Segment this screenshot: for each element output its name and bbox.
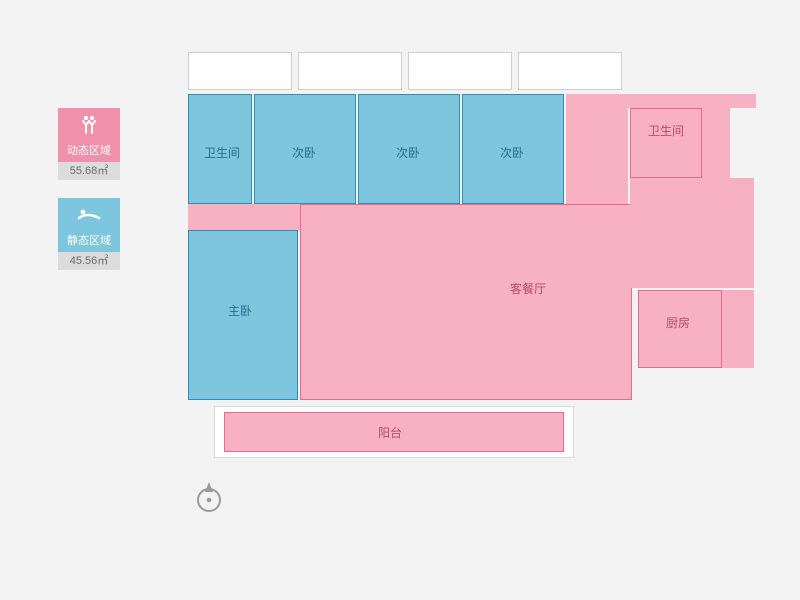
- seg-hall-below-bedc: [566, 94, 628, 204]
- legend-dynamic-value: 55.68㎡: [58, 162, 120, 180]
- seg-win3: [408, 52, 512, 90]
- legend-static-icon: [58, 198, 120, 230]
- room-label-bathroom_right: 卫生间: [648, 122, 684, 139]
- room-label-living_dining: 客餐厅: [510, 280, 546, 297]
- legend-static: 静态区域 45.56㎡: [58, 198, 120, 270]
- compass-icon: [192, 480, 226, 519]
- seg-win2: [298, 52, 402, 90]
- legend-dynamic-title: 动态区域: [58, 140, 120, 162]
- seg-living-right-ext: [630, 178, 754, 288]
- legend: 动态区域 55.68㎡ 静态区域 45.56㎡: [58, 108, 120, 288]
- seg-kitchen-right-slot: [722, 290, 754, 368]
- seg-bath-right: [630, 108, 702, 178]
- room-label-bathroom_left: 卫生间: [204, 144, 240, 161]
- room-label-bedroom2b: 次卧: [396, 144, 420, 161]
- room-label-balcony: 阳台: [378, 424, 402, 441]
- seg-top-pink-strip: [628, 94, 756, 108]
- legend-static-value: 45.56㎡: [58, 252, 120, 270]
- seg-win1: [188, 52, 292, 90]
- floor-plan: 卫生间次卧次卧次卧卫生间主卧客餐厅厨房阳台: [170, 52, 760, 482]
- seg-living: [300, 204, 632, 400]
- seg-win4: [518, 52, 622, 90]
- room-label-master_bedroom: 主卧: [228, 302, 252, 319]
- room-label-bedroom2c: 次卧: [500, 144, 524, 161]
- room-label-kitchen: 厨房: [666, 314, 690, 331]
- people-icon: [78, 114, 100, 134]
- legend-dynamic-icon: [58, 108, 120, 140]
- sleeping-icon: [77, 206, 101, 222]
- legend-dynamic: 动态区域 55.68㎡: [58, 108, 120, 180]
- legend-static-title: 静态区域: [58, 230, 120, 252]
- room-label-bedroom2a: 次卧: [292, 144, 316, 161]
- seg-right-notch: [702, 108, 730, 178]
